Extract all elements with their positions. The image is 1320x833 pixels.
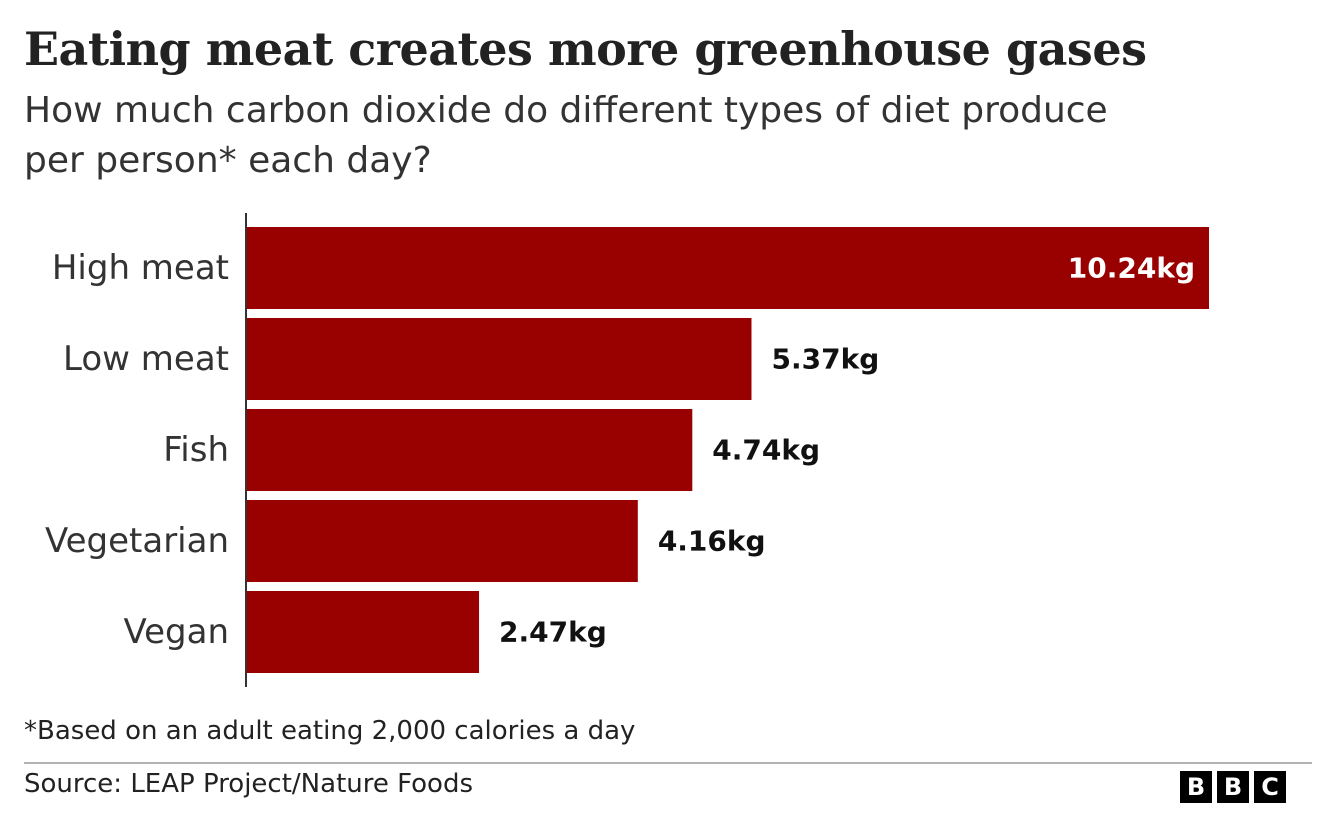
source-note: Source: LEAP Project/Nature Foods (24, 769, 474, 799)
bar-fish (247, 409, 693, 491)
bar-vegan (247, 591, 480, 673)
logo-letter: C (1254, 771, 1286, 803)
value-label: 10.24kg (1068, 252, 1195, 285)
category-label: High meat (52, 248, 229, 288)
bars-group: High meat 10.24kg Low meat 5.37kg Fish 4.74kg… (45, 227, 1209, 673)
chart-title: Eating meat creates more greenhouse gase… (24, 22, 1147, 76)
bar-low-meat (247, 318, 752, 400)
value-label: 2.47kg (499, 616, 607, 649)
footnote: *Based on an adult eating 2,000 calories… (24, 716, 636, 746)
logo-letter: B (1217, 771, 1249, 803)
bar-chart: High meat 10.24kg Low meat 5.37kg Fish 4.74kg… (45, 213, 1209, 687)
chart-subtitle: How much carbon dioxide do different typ… (24, 90, 1108, 181)
category-label: Vegetarian (45, 521, 229, 561)
bbc-logo: B B C (1180, 771, 1286, 803)
divider (24, 762, 1312, 764)
value-label: 4.16kg (658, 525, 766, 558)
bar-vegetarian (247, 500, 638, 582)
value-label: 4.74kg (712, 434, 820, 467)
value-label: 5.37kg (771, 343, 879, 376)
category-label: Fish (163, 430, 229, 470)
logo-letter: B (1180, 771, 1212, 803)
bar-high-meat (247, 227, 1209, 309)
category-label: Low meat (63, 339, 229, 379)
category-label: Vegan (123, 612, 229, 652)
